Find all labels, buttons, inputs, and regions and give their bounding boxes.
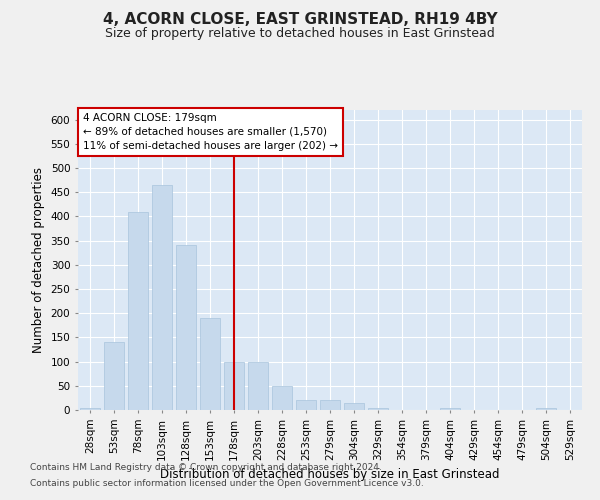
Text: Size of property relative to detached houses in East Grinstead: Size of property relative to detached ho… <box>105 28 495 40</box>
Text: 4 ACORN CLOSE: 179sqm
← 89% of detached houses are smaller (1,570)
11% of semi-d: 4 ACORN CLOSE: 179sqm ← 89% of detached … <box>83 113 338 151</box>
Bar <box>344 402 364 410</box>
Bar <box>128 212 148 410</box>
Bar <box>80 408 100 410</box>
Bar <box>104 342 124 410</box>
Bar <box>440 408 460 410</box>
Bar <box>248 362 268 410</box>
Bar <box>536 408 556 410</box>
Bar <box>368 408 388 410</box>
Bar <box>224 362 244 410</box>
Text: Contains HM Land Registry data © Crown copyright and database right 2024.: Contains HM Land Registry data © Crown c… <box>30 464 382 472</box>
Bar <box>272 386 292 410</box>
Bar <box>296 400 316 410</box>
Bar <box>152 185 172 410</box>
Text: Contains public sector information licensed under the Open Government Licence v3: Contains public sector information licen… <box>30 478 424 488</box>
Bar <box>320 400 340 410</box>
Bar <box>200 318 220 410</box>
Text: 4, ACORN CLOSE, EAST GRINSTEAD, RH19 4BY: 4, ACORN CLOSE, EAST GRINSTEAD, RH19 4BY <box>103 12 497 28</box>
X-axis label: Distribution of detached houses by size in East Grinstead: Distribution of detached houses by size … <box>160 468 500 481</box>
Y-axis label: Number of detached properties: Number of detached properties <box>32 167 45 353</box>
Bar <box>176 246 196 410</box>
